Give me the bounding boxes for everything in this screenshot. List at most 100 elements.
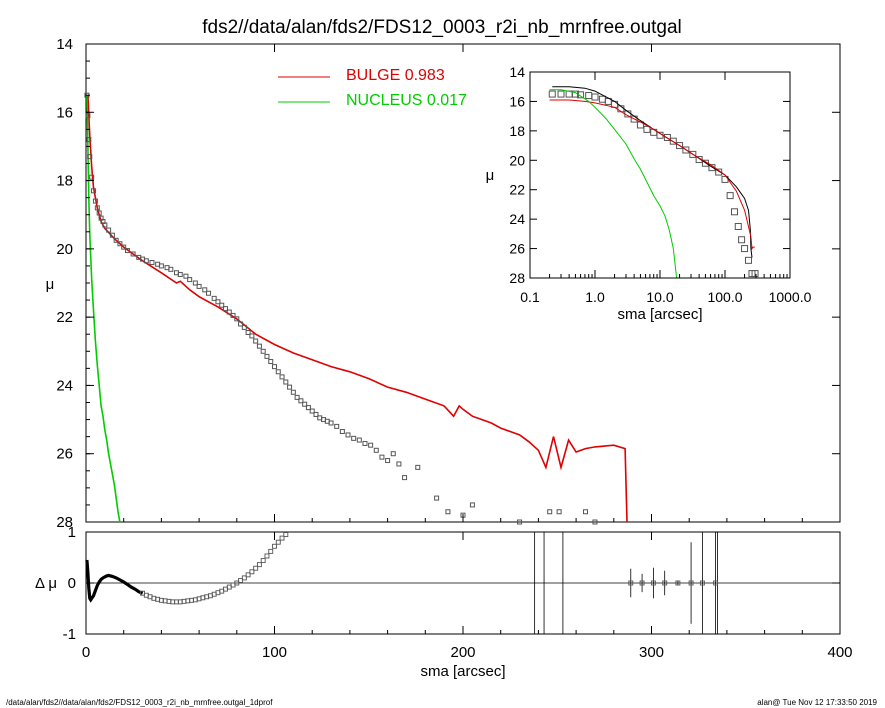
data-point-marker (92, 198, 98, 204)
residual-point-marker (234, 580, 240, 586)
data-point-marker (168, 266, 174, 272)
inset-y-tick-label: 18 (509, 123, 525, 139)
data-point-marker (272, 364, 277, 370)
inset-data-marker (730, 208, 738, 216)
main-y-tick-label: 16 (56, 104, 73, 121)
legend-bulge-label: BULGE 0.983 (346, 67, 445, 84)
inset-data-marker (738, 236, 746, 244)
chart-title: fds2//data/alan/fds2/FDS12_0003_r2i_nb_m… (202, 17, 682, 38)
data-point-marker (238, 321, 244, 327)
inset-x-tick-label: 0.1 (520, 289, 540, 305)
residual-y-axis-label: Δ μ (35, 575, 57, 592)
data-point-marker (202, 287, 208, 293)
data-point-marker (264, 353, 270, 359)
data-point-marker (149, 260, 155, 266)
main-y-tick-label: 18 (56, 173, 73, 190)
inset-data-marker (726, 192, 734, 200)
main-y-axis-label: μ (46, 276, 55, 293)
footer-timestamp: alan@ Tue Nov 12 17:33:50 2019 (757, 698, 877, 707)
data-point-marker (592, 519, 598, 525)
data-point-marker (256, 343, 262, 349)
data-point-marker (290, 389, 296, 395)
data-point-marker (91, 188, 97, 194)
inset-data-marker (548, 90, 556, 98)
inset-y-tick-label: 14 (509, 64, 525, 80)
residual-error-point (688, 580, 694, 586)
inset-data-marker (745, 256, 753, 264)
inset-y-tick-label: 24 (509, 211, 525, 227)
inset-y-tick-label: 22 (509, 182, 525, 198)
residual-point-marker (283, 532, 289, 537)
data-point-marker (86, 137, 92, 143)
inset-data-marker (682, 146, 690, 154)
inset-data-marker (669, 137, 677, 145)
inset-y-tick-label: 28 (509, 270, 525, 286)
residual-point-marker (268, 548, 274, 554)
data-point-marker (211, 295, 217, 301)
inset-data-marker (751, 270, 759, 278)
data-point-marker (309, 408, 315, 414)
data-point-marker (313, 411, 319, 417)
data-point-marker (183, 273, 189, 279)
residual-y-tick-label: -1 (63, 626, 76, 643)
inset-data-marker (741, 245, 749, 253)
data-point-marker (121, 244, 127, 250)
x-tick-label: 400 (827, 644, 852, 661)
data-point-marker (547, 509, 553, 515)
inset-data-marker (676, 142, 684, 150)
data-point-marker (187, 277, 193, 283)
inset-data-marker (663, 133, 671, 141)
x-tick-label: 200 (450, 644, 475, 661)
data-point-marker (226, 309, 232, 315)
inset-data-marker (577, 91, 585, 99)
data-point-marker (445, 509, 451, 515)
data-point-marker (351, 435, 357, 441)
data-point-marker (177, 271, 183, 277)
data-point-marker (241, 324, 247, 330)
legend-nucleus-label: NUCLEUS 0.017 (346, 92, 467, 109)
x-tick-label: 300 (639, 644, 664, 661)
data-point-marker (339, 429, 345, 435)
residual-panel: Δ μ sma [arcsec] 1 0 -1 0 100 200 300 400 (35, 524, 853, 680)
residual-error-point (650, 580, 656, 586)
residual-error-point (628, 580, 634, 586)
data-point-marker (230, 312, 236, 318)
data-point-marker (117, 241, 123, 247)
x-tick-label: 100 (262, 644, 287, 661)
data-point-marker (556, 509, 562, 515)
main-panel: μ 14 16 18 20 22 24 26 28 BULGE 0.983 NUCLEUS 0… (46, 36, 841, 531)
residual-y-tick-label: 0 (68, 575, 76, 592)
x-tick-label: 0 (82, 644, 90, 661)
inset-bulge-line (549, 99, 755, 251)
data-point-marker (305, 405, 311, 411)
residual-y-tick-label: 1 (68, 524, 76, 541)
data-point-marker (298, 398, 304, 404)
data-point-marker (253, 338, 259, 344)
main-y-tick-label: 22 (56, 309, 73, 326)
data-point-marker (279, 374, 285, 380)
data-point-marker (215, 299, 221, 305)
data-point-marker (415, 464, 421, 470)
residual-point-marker (275, 539, 281, 545)
data-point-marker (94, 205, 100, 211)
data-point-marker (283, 379, 289, 385)
data-point-marker (106, 227, 112, 233)
inset-x-tick-label: 10.0 (646, 289, 673, 305)
residual-error-point (699, 580, 705, 586)
inset-data-marker (557, 90, 565, 98)
residual-point-marker (264, 553, 270, 559)
data-point-marker (260, 348, 266, 354)
inset-x-tick-label: 1.0 (585, 289, 605, 305)
inset-y-tick-label: 26 (509, 241, 525, 257)
main-y-tick-label: 20 (56, 241, 73, 258)
data-point-marker (434, 495, 440, 501)
data-point-marker (287, 384, 293, 390)
data-point-marker (143, 258, 149, 264)
data-point-marker (109, 232, 115, 238)
data-point-marker (87, 154, 93, 160)
x-axis-label: sma [arcsec] (420, 663, 505, 680)
main-y-tick-label: 26 (56, 446, 73, 463)
data-point-marker (334, 423, 340, 429)
